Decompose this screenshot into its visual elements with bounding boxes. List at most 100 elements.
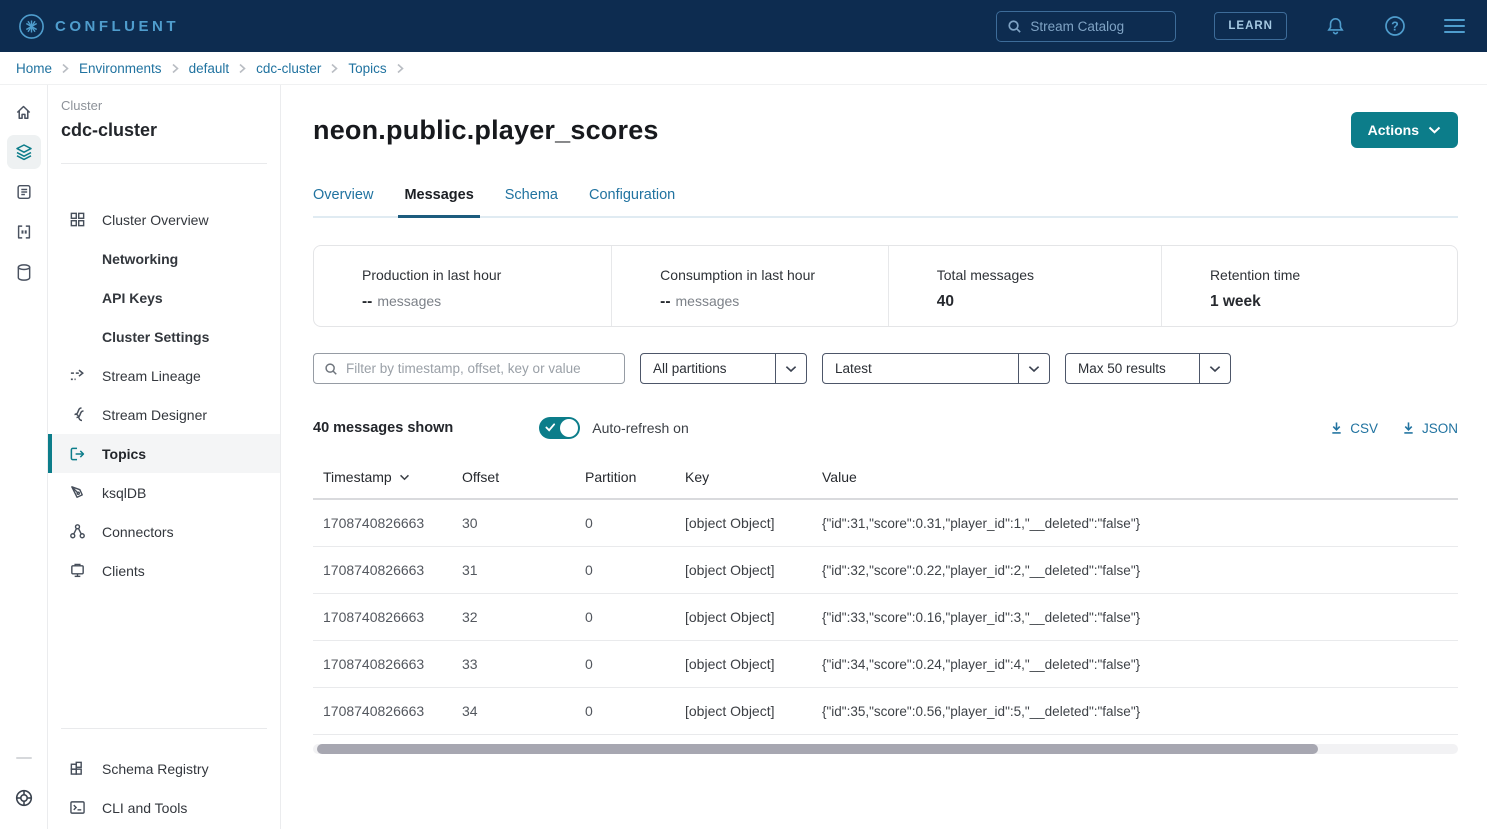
breadcrumb-topics[interactable]: Topics <box>348 61 386 76</box>
chevron-down-icon <box>1199 354 1230 383</box>
stream-catalog-search[interactable] <box>996 11 1176 42</box>
horizontal-scrollbar[interactable] <box>313 744 1458 754</box>
cluster-sidebar: Cluster cdc-cluster Cluster Overview Net… <box>48 85 281 829</box>
learn-button[interactable]: LEARN <box>1214 12 1287 40</box>
grid-icon <box>68 211 87 228</box>
message-row[interactable]: 1708740826663 34 0 [object Object] {"id"… <box>313 688 1458 735</box>
stat-value: -- <box>362 293 372 310</box>
chevron-right-icon <box>396 63 405 74</box>
help-icon[interactable]: ? <box>1384 15 1406 37</box>
clients-monitor-icon <box>68 562 87 579</box>
sidebar-item-topics[interactable]: Topics <box>48 434 280 473</box>
offset-order-select[interactable]: Latest <box>822 353 1050 384</box>
chevron-right-icon <box>61 63 70 74</box>
stat-production: Production in last hour --messages <box>314 246 611 326</box>
tab-schema[interactable]: Schema <box>505 187 558 216</box>
sidebar-item-cluster-overview[interactable]: Cluster Overview <box>48 200 280 239</box>
offset-order-value: Latest <box>823 354 1018 383</box>
flink-brackets-icon[interactable] <box>7 215 41 249</box>
cell-offset: 34 <box>462 688 585 735</box>
partition-select-value: All partitions <box>641 354 775 383</box>
cell-partition: 0 <box>585 594 685 641</box>
actions-button[interactable]: Actions <box>1351 112 1458 148</box>
tab-overview[interactable]: Overview <box>313 187 373 216</box>
sidebar-item-networking[interactable]: Networking <box>48 239 280 278</box>
tab-messages[interactable]: Messages <box>404 187 473 216</box>
sidebar-item-stream-designer[interactable]: Stream Designer <box>48 395 280 434</box>
sidebar-item-connectors[interactable]: Connectors <box>48 512 280 551</box>
sidebar-item-label: Stream Designer <box>102 407 207 423</box>
stat-consumption: Consumption in last hour -- messages <box>611 246 888 326</box>
sidebar-item-label: Stream Lineage <box>102 368 201 384</box>
storage-icon[interactable] <box>7 255 41 289</box>
timestamp-sort-header[interactable]: Timestamp <box>323 469 410 485</box>
breadcrumb-cluster[interactable]: cdc-cluster <box>256 61 321 76</box>
connectors-icon <box>68 523 87 540</box>
home-icon[interactable] <box>7 95 41 129</box>
auto-refresh-toggle[interactable] <box>539 417 580 439</box>
messages-shown-count: 40 messages shown <box>313 420 453 436</box>
cell-value: {"id":35,"score":0.56,"player_id":5,"__d… <box>822 688 1458 735</box>
sidebar-item-label: Connectors <box>102 524 174 540</box>
message-row[interactable]: 1708740826663 32 0 [object Object] {"id"… <box>313 594 1458 641</box>
stat-label: Production in last hour <box>362 267 611 283</box>
sidebar-item-cluster-settings[interactable]: Cluster Settings <box>48 317 280 356</box>
message-row[interactable]: 1708740826663 33 0 [object Object] {"id"… <box>313 641 1458 688</box>
cell-timestamp: 1708740826663 <box>313 547 462 594</box>
json-label: JSON <box>1422 421 1458 436</box>
download-json-link[interactable]: JSON <box>1402 421 1458 436</box>
actions-button-label: Actions <box>1368 122 1419 138</box>
notifications-bell-icon[interactable] <box>1325 16 1346 37</box>
partition-select[interactable]: All partitions <box>640 353 807 384</box>
breadcrumb-environments[interactable]: Environments <box>79 61 162 76</box>
sidebar-item-label: Cluster Overview <box>102 212 209 228</box>
auto-refresh-label: Auto-refresh on <box>592 420 689 436</box>
sidebar-item-ksqldb[interactable]: ksqlDB <box>48 473 280 512</box>
notebook-icon[interactable] <box>7 175 41 209</box>
chevron-right-icon <box>238 63 247 74</box>
cell-key: [object Object] <box>685 688 822 735</box>
topic-tabs: Overview Messages Schema Configuration <box>313 187 1458 218</box>
sidebar-item-schema-registry[interactable]: Schema Registry <box>48 749 280 788</box>
toggle-knob <box>560 419 578 437</box>
chevron-down-icon <box>1018 354 1049 383</box>
stat-label: Consumption in last hour <box>660 267 888 283</box>
chevron-down-icon <box>775 354 806 383</box>
sidebar-item-label: Schema Registry <box>102 761 209 777</box>
download-csv-link[interactable]: CSV <box>1330 421 1378 436</box>
sidebar-item-stream-lineage[interactable]: Stream Lineage <box>48 356 280 395</box>
scrollbar-thumb[interactable] <box>317 744 1318 754</box>
message-row[interactable]: 1708740826663 31 0 [object Object] {"id"… <box>313 547 1458 594</box>
sidebar-item-api-keys[interactable]: API Keys <box>48 278 280 317</box>
message-row[interactable]: 1708740826663 30 0 [object Object] {"id"… <box>313 499 1458 547</box>
message-filter-input[interactable] <box>346 361 614 376</box>
cell-offset: 33 <box>462 641 585 688</box>
stream-catalog-input[interactable] <box>1030 19 1165 34</box>
sidebar-item-label: Networking <box>102 251 178 267</box>
sidebar-item-clients[interactable]: Clients <box>48 551 280 590</box>
breadcrumb-home[interactable]: Home <box>16 61 52 76</box>
environments-icon[interactable] <box>7 135 41 169</box>
cell-partition: 0 <box>585 641 685 688</box>
stream-lineage-icon <box>68 368 87 384</box>
message-filter-search[interactable] <box>313 353 625 384</box>
tab-configuration[interactable]: Configuration <box>589 187 675 216</box>
search-icon <box>324 362 338 376</box>
result-limit-select[interactable]: Max 50 results <box>1065 353 1231 384</box>
cell-key: [object Object] <box>685 499 822 547</box>
stat-value: -- <box>660 293 670 310</box>
column-header-value: Value <box>822 456 1458 499</box>
stat-value: 1 week <box>1210 293 1261 310</box>
sidebar-item-label: API Keys <box>102 290 163 306</box>
confluent-logo[interactable]: CONFLUENT <box>18 13 179 40</box>
sidebar-item-cli-and-tools[interactable]: CLI and Tools <box>48 788 280 827</box>
icon-rail <box>0 85 48 829</box>
stat-suffix: messages <box>676 293 740 309</box>
svg-text:?: ? <box>1391 19 1399 33</box>
topic-stats-card: Production in last hour --messages Consu… <box>313 245 1458 327</box>
cell-value: {"id":31,"score":0.31,"player_id":1,"__d… <box>822 499 1458 547</box>
top-navbar: CONFLUENT LEARN ? <box>0 0 1487 52</box>
support-globe-icon[interactable] <box>7 781 41 815</box>
menu-hamburger-icon[interactable] <box>1444 15 1465 37</box>
breadcrumb-default[interactable]: default <box>189 61 230 76</box>
